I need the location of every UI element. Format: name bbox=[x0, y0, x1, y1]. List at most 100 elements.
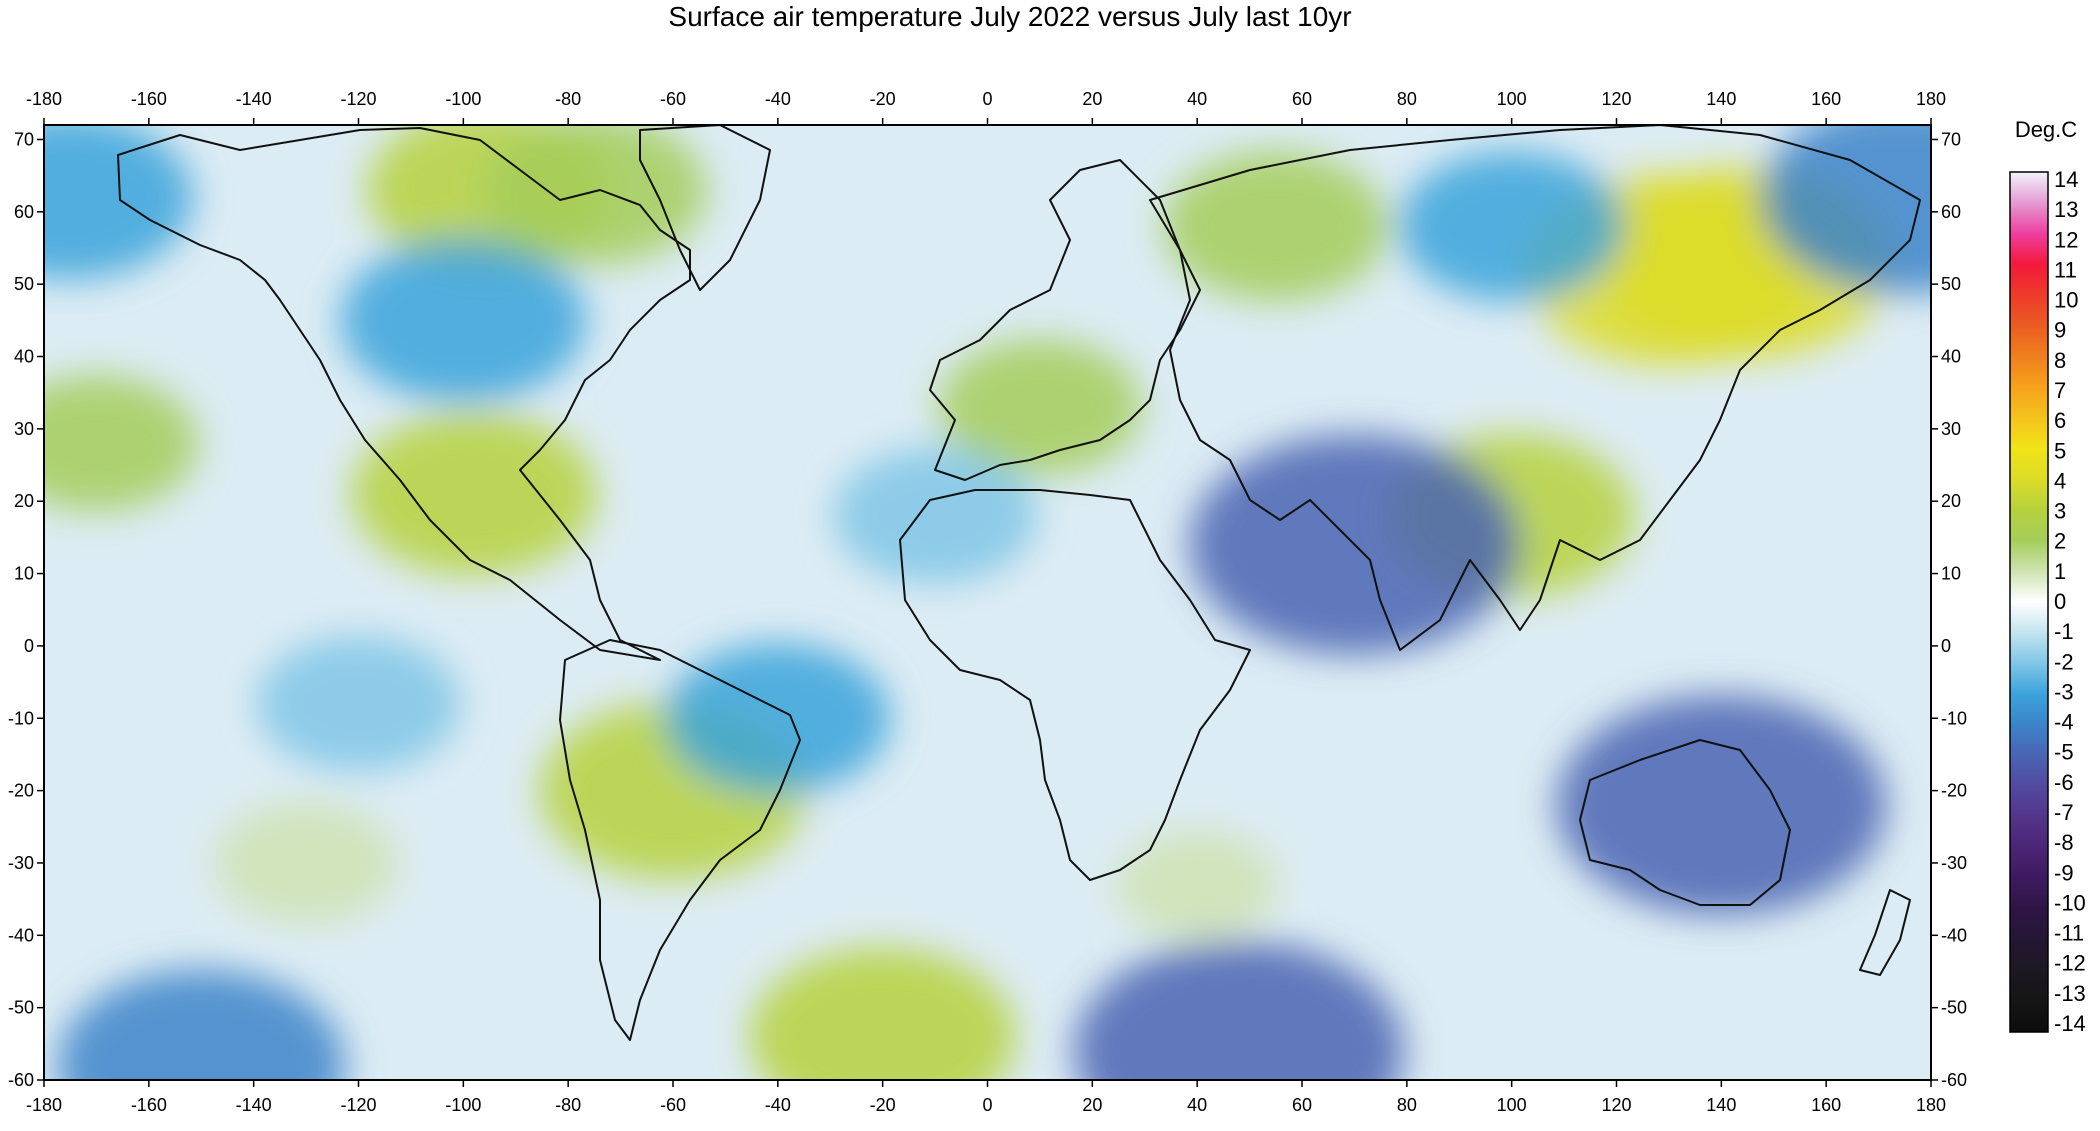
anomaly-region bbox=[44, 125, 194, 280]
colorbar-label: -7 bbox=[2054, 800, 2074, 825]
x-tick-label-bottom: -80 bbox=[555, 1095, 581, 1115]
x-tick-label-top: -120 bbox=[340, 89, 376, 109]
x-tick-label-bottom: -160 bbox=[131, 1095, 167, 1115]
x-tick-label-bottom: -120 bbox=[340, 1095, 376, 1115]
x-tick-label-top: 80 bbox=[1397, 89, 1417, 109]
colorbar-label: -8 bbox=[2054, 830, 2074, 855]
colorbar-label: 0 bbox=[2054, 589, 2066, 614]
colorbar-label: 14 bbox=[2054, 167, 2078, 192]
colorbar-label: 6 bbox=[2054, 408, 2066, 433]
anomaly-region bbox=[665, 643, 891, 794]
x-tick-label-bottom: 40 bbox=[1187, 1095, 1207, 1115]
x-tick-label-bottom: -40 bbox=[765, 1095, 791, 1115]
y-tick-label-right: -60 bbox=[1941, 1070, 1967, 1090]
colorbar-label: -11 bbox=[2054, 921, 2084, 946]
y-tick-label-left: 20 bbox=[14, 491, 34, 511]
anomaly-field bbox=[44, 125, 1931, 1080]
anomaly-region bbox=[256, 635, 461, 772]
x-tick-label-bottom: 120 bbox=[1601, 1095, 1631, 1115]
x-tick-label-top: -100 bbox=[445, 89, 481, 109]
x-tick-label-top: -140 bbox=[236, 89, 272, 109]
colorbar-label: 10 bbox=[2054, 288, 2078, 313]
colorbar-label: 2 bbox=[2054, 529, 2066, 554]
x-tick-label-top: 20 bbox=[1082, 89, 1102, 109]
anomaly-region bbox=[833, 447, 1038, 584]
y-tick-label-left: -10 bbox=[8, 708, 34, 728]
y-tick-label-right: -20 bbox=[1941, 781, 1967, 801]
y-tick-label-left: -30 bbox=[8, 853, 34, 873]
y-tick-label-right: 30 bbox=[1941, 419, 1961, 439]
y-axis-left: 70 60 50 40 30 20 10 0 -10 -20 -30 -40 -50 -60 bbox=[8, 129, 44, 1090]
australia-outline bbox=[1579, 739, 1791, 906]
y-tick-label-right: -40 bbox=[1941, 925, 1967, 945]
greenland-outline bbox=[639, 125, 771, 291]
y-tick-label-left: -20 bbox=[8, 781, 34, 801]
y-tick-label-right: 0 bbox=[1941, 636, 1951, 656]
colorbar-label: 9 bbox=[2054, 318, 2066, 343]
colorbar-label: -13 bbox=[2054, 981, 2086, 1006]
colorbar-label: 11 bbox=[2054, 257, 2077, 282]
x-tick-label-top: 120 bbox=[1601, 89, 1631, 109]
colorbar-label: 8 bbox=[2054, 348, 2066, 373]
x-tick-label-bottom: -140 bbox=[236, 1095, 272, 1115]
colorbar-unit: Deg.C bbox=[2015, 117, 2077, 142]
x-tick-label-bottom: -180 bbox=[26, 1095, 62, 1115]
map-title: Surface air temperature July 2022 versus… bbox=[668, 1, 1351, 32]
y-tick-label-right: -50 bbox=[1941, 998, 1967, 1018]
anomaly-region bbox=[749, 947, 1017, 1080]
anomaly-region bbox=[481, 125, 707, 266]
y-tick-label-right: 50 bbox=[1941, 274, 1961, 294]
new-zealand-outline bbox=[1859, 889, 1911, 976]
colorbar-label: -4 bbox=[2054, 710, 2074, 735]
y-tick-label-right: 60 bbox=[1941, 202, 1961, 222]
y-tick-label-left: 10 bbox=[14, 564, 34, 584]
colorbar-label: 7 bbox=[2054, 378, 2066, 403]
colorbar-label: 5 bbox=[2054, 438, 2066, 463]
x-tick-label-top: 140 bbox=[1706, 89, 1736, 109]
anomaly-region bbox=[340, 238, 587, 403]
colorbar-bar bbox=[2009, 171, 2049, 1033]
colorbar-label: -12 bbox=[2054, 951, 2086, 976]
anomaly-region bbox=[1399, 151, 1625, 302]
y-tick-label-right: -10 bbox=[1941, 708, 1967, 728]
europe-outline bbox=[929, 159, 1201, 481]
anomaly-region bbox=[350, 411, 597, 576]
y-tick-label-left: 50 bbox=[14, 274, 34, 294]
x-tick-label-bottom: -60 bbox=[660, 1095, 686, 1115]
colorbar-label: 3 bbox=[2054, 499, 2066, 524]
x-tick-label-bottom: -20 bbox=[870, 1095, 896, 1115]
x-tick-label-bottom: 60 bbox=[1292, 1095, 1312, 1115]
y-tick-label-left: -40 bbox=[8, 925, 34, 945]
anomaly-region bbox=[937, 339, 1142, 476]
anomaly-region bbox=[1163, 151, 1389, 302]
y-tick-label-right: 10 bbox=[1941, 564, 1961, 584]
x-tick-label-top: 60 bbox=[1292, 89, 1312, 109]
x-tick-label-bottom: 160 bbox=[1811, 1095, 1841, 1115]
x-tick-label-top: -80 bbox=[555, 89, 581, 109]
colorbar-label: -10 bbox=[2054, 890, 2086, 915]
x-tick-label-top: 0 bbox=[982, 89, 992, 109]
y-tick-label-left: 0 bbox=[24, 636, 34, 656]
colorbar-label: 12 bbox=[2054, 227, 2078, 252]
x-tick-label-bottom: 180 bbox=[1916, 1095, 1946, 1115]
colorbar-label: -1 bbox=[2054, 619, 2074, 644]
y-tick-label-left: 60 bbox=[14, 202, 34, 222]
north-america-outline bbox=[117, 127, 691, 661]
x-tick-label-top: 180 bbox=[1916, 89, 1946, 109]
colorbar-label: 1 bbox=[2054, 559, 2066, 584]
y-tick-label-left: -50 bbox=[8, 998, 34, 1018]
y-tick-label-left: 70 bbox=[14, 129, 34, 149]
x-tick-label-top: -40 bbox=[765, 89, 791, 109]
y-tick-label-right: -30 bbox=[1941, 853, 1967, 873]
anomaly-region bbox=[57, 969, 346, 1080]
anomaly-region bbox=[44, 375, 199, 512]
anomaly-region bbox=[1116, 830, 1279, 939]
x-tick-label-bottom: 80 bbox=[1397, 1095, 1417, 1115]
x-tick-label-bottom: 20 bbox=[1082, 1095, 1102, 1115]
south-america-outline bbox=[559, 639, 801, 1041]
coastlines bbox=[117, 125, 1921, 1041]
y-axis-right: 70 60 50 40 30 20 10 0 -10 -20 -30 -40 -50 -60 bbox=[1931, 129, 1967, 1090]
x-tick-label-bottom: 100 bbox=[1497, 1095, 1527, 1115]
x-tick-label-top: 40 bbox=[1187, 89, 1207, 109]
